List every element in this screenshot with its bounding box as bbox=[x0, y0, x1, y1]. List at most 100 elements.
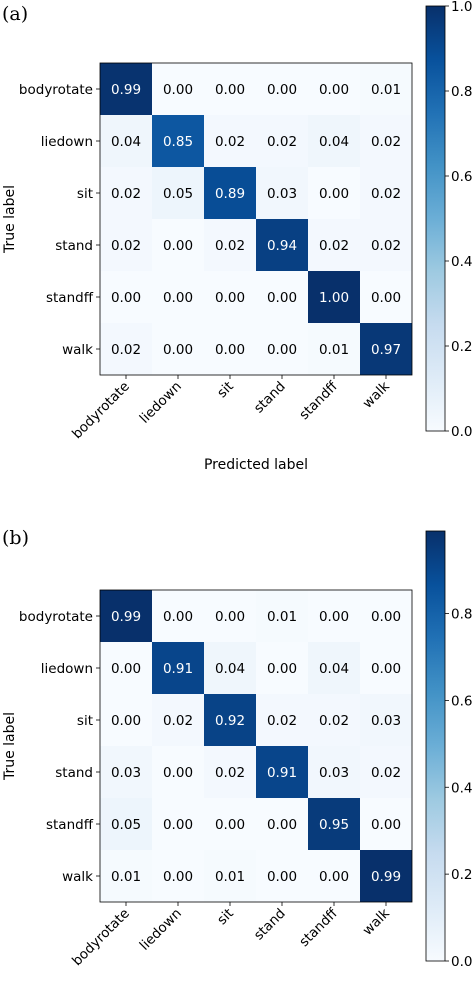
colorbar-tick-label: 0.6 bbox=[451, 693, 472, 709]
colorbar-tick-label: 0.6 bbox=[451, 169, 472, 185]
colorbar-tick-label: 0.2 bbox=[451, 867, 472, 883]
cell-value-label: 0.00 bbox=[163, 238, 193, 254]
x-tick-label: liedown bbox=[137, 379, 185, 427]
cell-value-label: 0.00 bbox=[215, 290, 245, 306]
cell-value-label: 0.05 bbox=[163, 186, 193, 202]
cell-value-label: 0.99 bbox=[111, 609, 141, 625]
cell-value-label: 1.00 bbox=[319, 290, 349, 306]
cell-value-label: 0.04 bbox=[319, 661, 349, 677]
cell-value-label: 0.02 bbox=[371, 765, 401, 781]
cell-value-label: 0.00 bbox=[319, 82, 349, 98]
cell-value-label: 0.85 bbox=[163, 134, 193, 150]
cell-value-label: 0.02 bbox=[163, 713, 193, 729]
cell-value-label: 0.03 bbox=[371, 713, 401, 729]
chart-panel-b: (b) 0.99 0.00 0.00 0.01 0.00 0.00 0.00 0.91 0.04 0… bbox=[2, 527, 472, 981]
cell-value-label: 0.92 bbox=[215, 713, 245, 729]
cell-value-label: 0.04 bbox=[215, 661, 245, 677]
cell-value-label: 0.03 bbox=[267, 186, 297, 202]
cell-value-label: 0.02 bbox=[371, 134, 401, 150]
cell-value-label: 0.00 bbox=[371, 817, 401, 833]
cell-value-label: 0.00 bbox=[163, 765, 193, 781]
cell-value-label: 0.00 bbox=[319, 869, 349, 885]
x-tick-label: stand bbox=[251, 906, 289, 944]
cell-value-label: 0.02 bbox=[319, 238, 349, 254]
cell-value-label: 0.02 bbox=[267, 134, 297, 150]
cell-value-label: 0.00 bbox=[267, 869, 297, 885]
y-axis-title: True label bbox=[2, 185, 18, 254]
cell-value-label: 0.02 bbox=[215, 134, 245, 150]
cell-value-label: 0.00 bbox=[371, 609, 401, 625]
cell-value-label: 0.99 bbox=[371, 869, 401, 885]
cell-value-label: 0.01 bbox=[267, 609, 297, 625]
colorbar-tick-label: 0.4 bbox=[451, 780, 472, 796]
colorbar bbox=[426, 531, 445, 961]
x-tick-label: liedown bbox=[137, 906, 185, 954]
cell-value-label: 0.00 bbox=[319, 186, 349, 202]
cell-value-label: 0.00 bbox=[267, 342, 297, 358]
y-tick-label: stand bbox=[55, 238, 93, 254]
y-tick-label: liedown bbox=[41, 134, 93, 150]
cell-value-label: 0.97 bbox=[371, 342, 401, 358]
cell-value-label: 0.02 bbox=[111, 342, 141, 358]
cell-value-label: 0.99 bbox=[111, 82, 141, 98]
cell-value-label: 0.00 bbox=[215, 342, 245, 358]
cell-value-label: 0.05 bbox=[111, 817, 141, 833]
y-tick-label: walk bbox=[62, 342, 93, 358]
x-tick-label: walk bbox=[360, 905, 393, 938]
colorbar-tick-label: 0.0 bbox=[451, 954, 472, 970]
chart-panel-a: (a)0.99 0.00 0.00 0.00 0.00 0.010.04 0.85 0.02 0… bbox=[2, 0, 472, 473]
cell-value-label: 0.00 bbox=[215, 817, 245, 833]
cell-value-label: 0.00 bbox=[371, 290, 401, 306]
y-tick-label: liedown bbox=[41, 661, 93, 677]
x-tick-label: bodyrotate bbox=[69, 379, 133, 443]
cell-value-label: 0.01 bbox=[111, 869, 141, 885]
x-tick-label: sit bbox=[214, 379, 237, 402]
cell-value-label: 0.00 bbox=[163, 342, 193, 358]
colorbar-tick-label: 0.4 bbox=[451, 254, 472, 270]
cell-value-label: 0.01 bbox=[371, 82, 401, 98]
cell-value-label: 0.02 bbox=[111, 186, 141, 202]
cell-value-label: 0.02 bbox=[319, 713, 349, 729]
cell-value-label: 0.04 bbox=[319, 134, 349, 150]
cell-value-label: 0.00 bbox=[319, 609, 349, 625]
y-tick-label: bodyrotate bbox=[19, 82, 93, 98]
y-tick-label: standff bbox=[46, 817, 94, 833]
cell-value-label: 0.00 bbox=[163, 82, 193, 98]
colorbar bbox=[426, 6, 445, 431]
cell-value-label: 0.00 bbox=[267, 817, 297, 833]
cell-value-label: 0.00 bbox=[163, 817, 193, 833]
colorbar-tick-label: 0.8 bbox=[451, 84, 472, 100]
x-tick-label: sit bbox=[214, 906, 237, 929]
cell-value-label: 0.91 bbox=[267, 765, 297, 781]
cell-value-label: 0.00 bbox=[267, 290, 297, 306]
cell-value-label: 0.02 bbox=[267, 713, 297, 729]
y-axis-title: True label bbox=[2, 712, 18, 781]
cell-value-label: 0.91 bbox=[163, 661, 193, 677]
cell-value-label: 0.02 bbox=[215, 238, 245, 254]
cell-value-label: 0.00 bbox=[163, 290, 193, 306]
cell-value-label: 0.02 bbox=[371, 238, 401, 254]
cell-value-label: 0.00 bbox=[215, 609, 245, 625]
cell-value-label: 0.94 bbox=[267, 238, 297, 254]
cell-value-label: 0.00 bbox=[267, 82, 297, 98]
cell-value-label: 0.00 bbox=[163, 609, 193, 625]
y-tick-label: stand bbox=[55, 765, 93, 781]
y-tick-label: standff bbox=[46, 290, 94, 306]
cell-value-label: 0.02 bbox=[111, 238, 141, 254]
x-tick-label: walk bbox=[360, 378, 393, 411]
cell-value-label: 0.00 bbox=[111, 661, 141, 677]
x-tick-label: stand bbox=[251, 379, 289, 417]
panel-label: (b) bbox=[2, 527, 29, 549]
y-tick-label: sit bbox=[77, 186, 93, 202]
y-tick-label: sit bbox=[77, 713, 93, 729]
cell-value-label: 0.00 bbox=[111, 290, 141, 306]
cell-value-label: 0.00 bbox=[111, 713, 141, 729]
colorbar-tick-label: 0.0 bbox=[451, 424, 472, 440]
colorbar-tick-label: 0.8 bbox=[451, 607, 472, 623]
y-tick-label: walk bbox=[62, 869, 93, 885]
cell-value-label: 0.01 bbox=[215, 869, 245, 885]
cell-value-label: 0.01 bbox=[319, 342, 349, 358]
cell-value-label: 0.02 bbox=[215, 765, 245, 781]
cell-value-label: 0.03 bbox=[111, 765, 141, 781]
